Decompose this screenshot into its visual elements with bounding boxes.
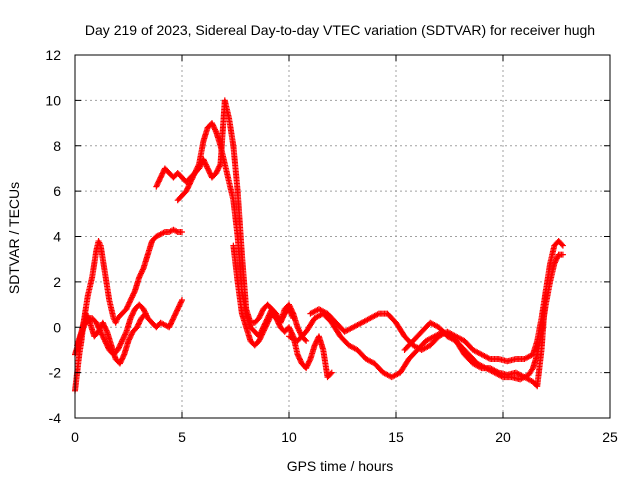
y-tick-label: 4 (53, 229, 61, 245)
y-tick-label: 2 (53, 274, 61, 290)
y-tick-label: 10 (45, 92, 61, 108)
axis-ticks (74, 54, 611, 419)
data-point (178, 298, 185, 305)
data-point (542, 287, 549, 294)
data-point (179, 297, 185, 304)
data-point (302, 336, 309, 343)
data-point (306, 357, 313, 364)
data-point (86, 318, 93, 325)
chart-title: Day 219 of 2023, Sidereal Day-to-day VTE… (85, 22, 595, 38)
series-track-f (230, 242, 335, 381)
series-track-i (401, 287, 549, 390)
data-point (558, 241, 565, 248)
y-tick-label: -2 (49, 365, 62, 381)
y-axis-label: SDTVAR / TECUs (6, 182, 22, 294)
x-tick-label: 10 (281, 429, 297, 445)
data-point (179, 228, 185, 235)
x-tick-label: 5 (178, 429, 186, 445)
series-track-a (72, 226, 185, 394)
series-track-e (174, 97, 297, 326)
data-point (120, 352, 127, 359)
y-tick-label: -4 (49, 410, 62, 426)
data-point (139, 266, 146, 273)
data-point (303, 337, 310, 344)
data-point (529, 366, 536, 373)
series-track-c (74, 310, 149, 367)
data-point (559, 251, 566, 258)
x-axis-label: GPS time / hours (287, 458, 394, 474)
x-tick-label: 0 (71, 429, 79, 445)
data-point (141, 311, 148, 318)
data-point (103, 327, 110, 334)
grid (75, 55, 610, 418)
data-points (72, 97, 566, 394)
data-point (328, 369, 335, 376)
data-point (290, 315, 297, 322)
y-tick-label: 0 (53, 319, 61, 335)
tick-labels: 0 5 10 15 20 25 -4 -2 0 2 4 6 8 10 12 (45, 47, 618, 445)
data-point (142, 310, 149, 317)
y-tick-label: 8 (53, 138, 61, 154)
data-point (131, 289, 138, 296)
data-point (327, 370, 334, 377)
data-point (212, 127, 219, 134)
y-tick-label: 6 (53, 183, 61, 199)
x-tick-label: 25 (602, 429, 618, 445)
data-point (559, 242, 566, 249)
data-point (289, 313, 296, 320)
data-point (216, 162, 223, 169)
y-tick-label: 12 (45, 47, 61, 63)
data-point (122, 330, 129, 337)
x-tick-label: 20 (495, 429, 511, 445)
x-tick-label: 15 (388, 429, 404, 445)
